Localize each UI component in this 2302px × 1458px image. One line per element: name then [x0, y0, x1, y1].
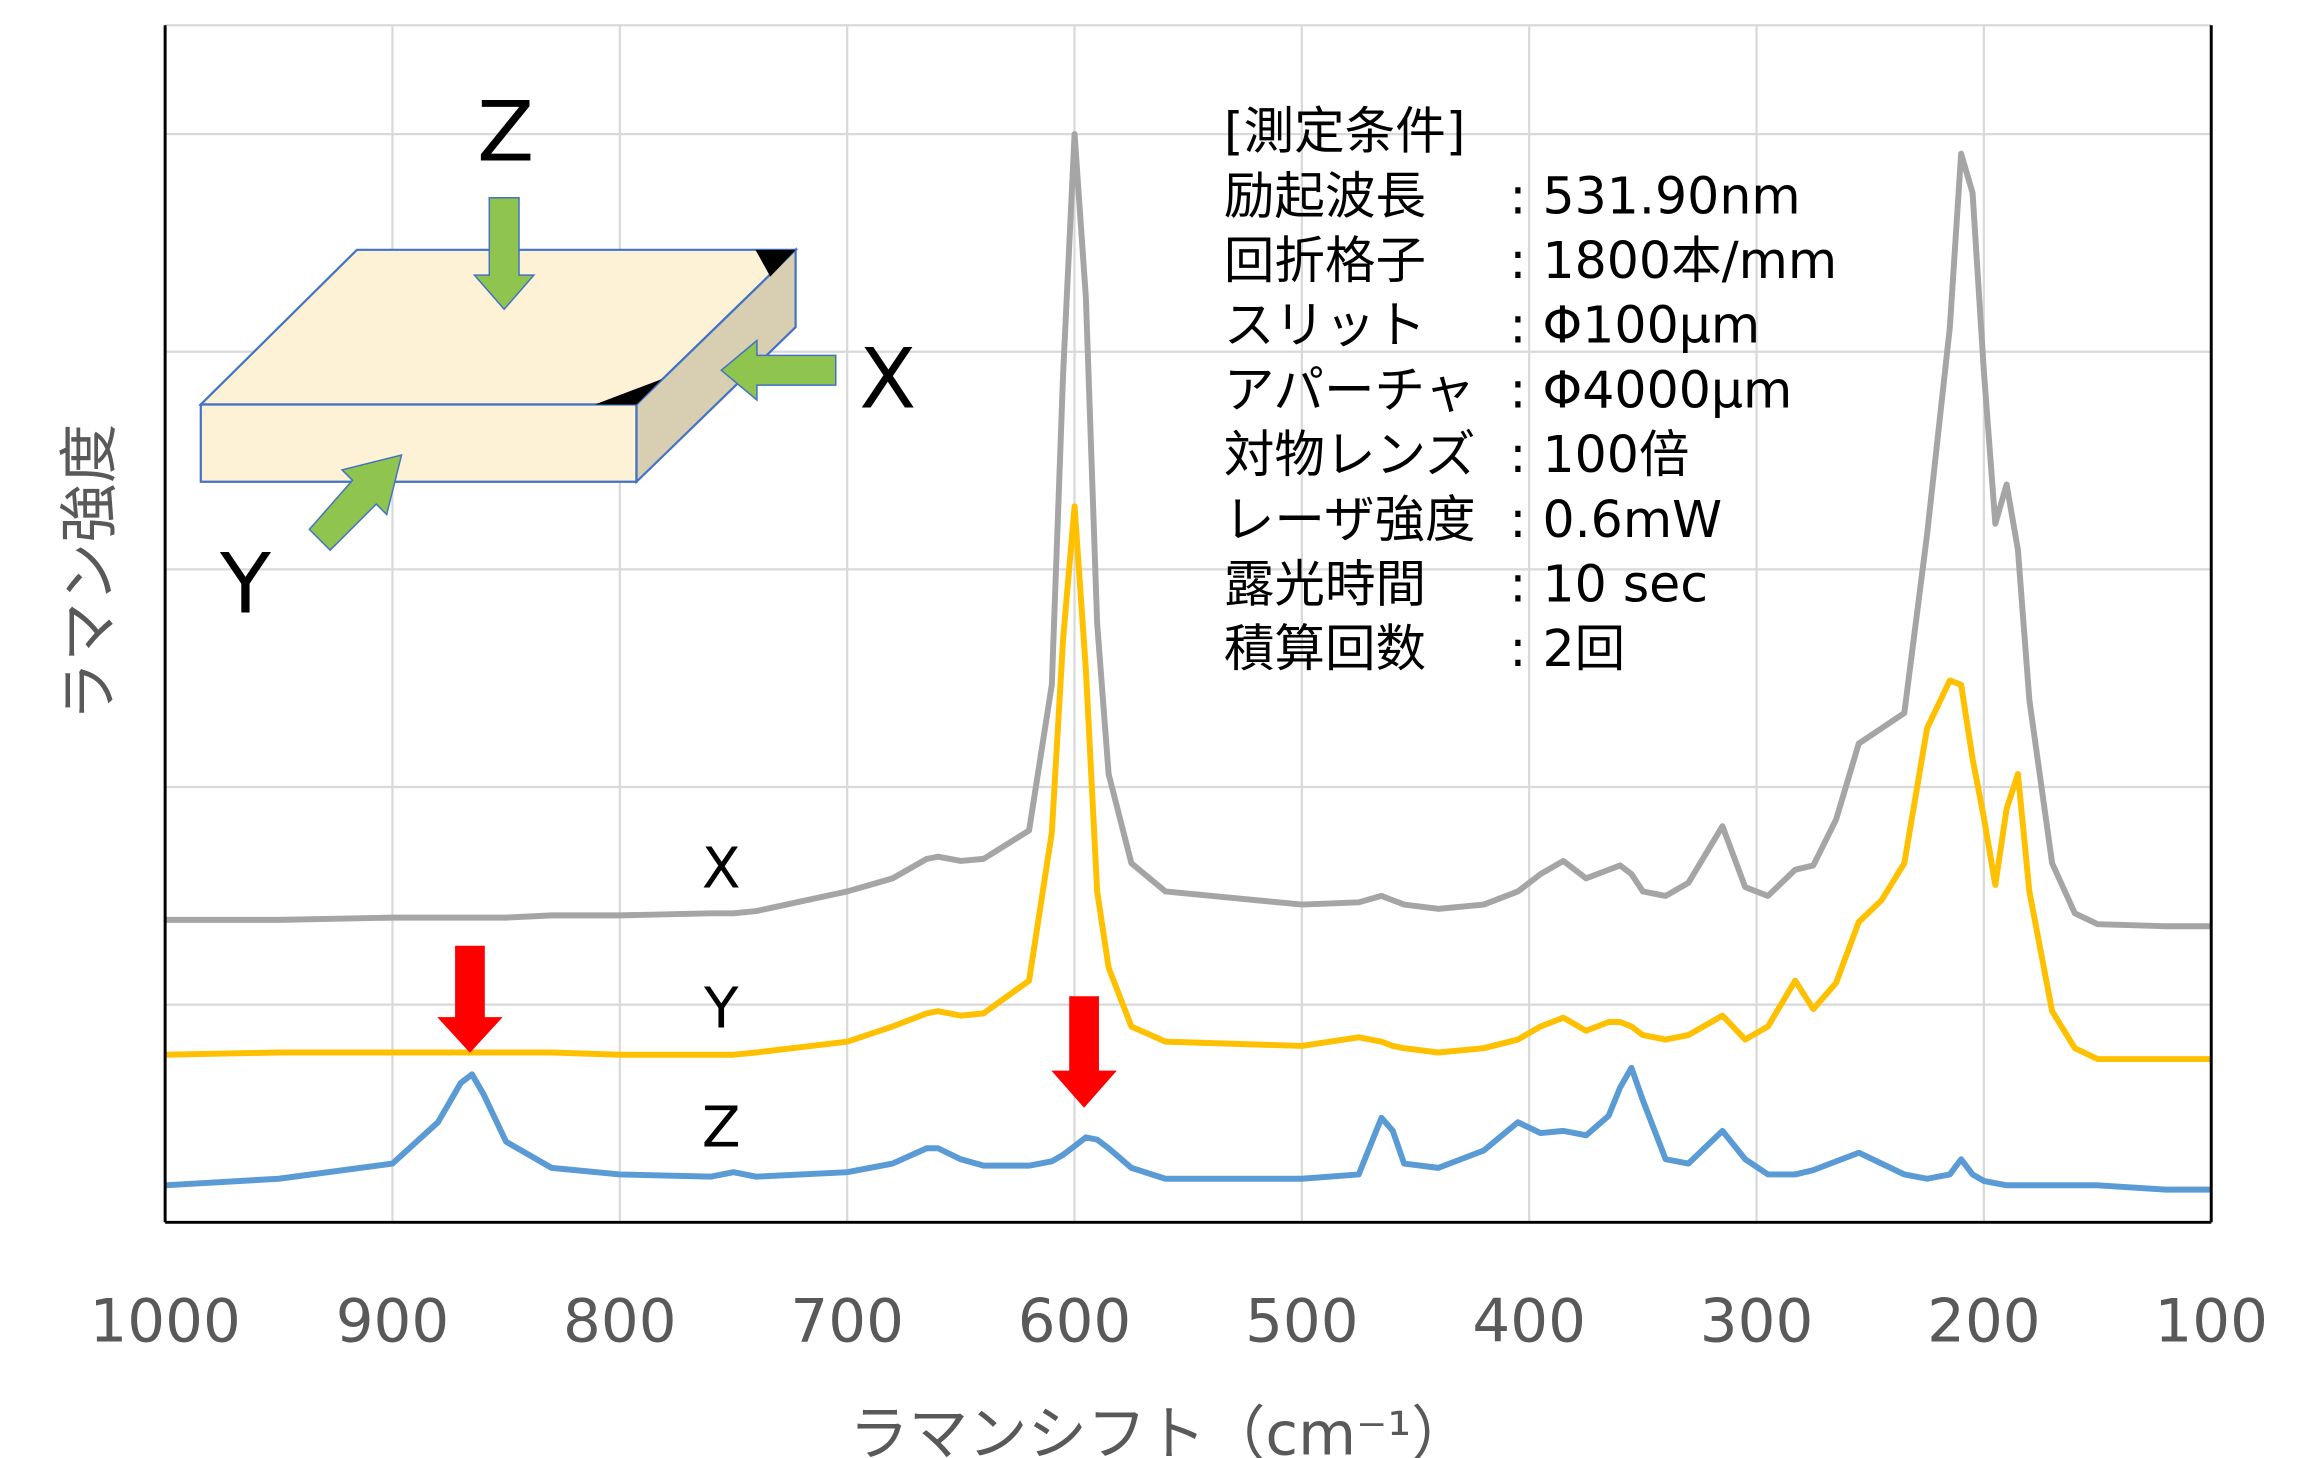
- condition-label: 励起波長: [1224, 166, 1426, 225]
- condition-label: 露光時間: [1224, 554, 1426, 613]
- condition-label: レーザ強度: [1224, 490, 1476, 549]
- condition-value: : 2回: [1509, 619, 1625, 678]
- diagram-label: Z: [477, 84, 534, 181]
- condition-label: アパーチャ: [1224, 360, 1475, 419]
- x-tick-label: 800: [563, 1287, 677, 1356]
- sample-front: [201, 404, 637, 481]
- chart: Z X Y X Y Z [測定条件] 励起波長 : 531.90nm 回折格子 : 1…: [0, 0, 2302, 1458]
- series-label: Z: [702, 1095, 741, 1160]
- condition-value: : 0.6mW: [1509, 490, 1722, 549]
- condition-value: : Φ4000μm: [1509, 360, 1792, 419]
- diagram-label: X: [859, 330, 916, 427]
- series-label: X: [702, 837, 741, 902]
- page: Z X Y X Y Z [測定条件] 励起波長 : 531.90nm 回折格子 : 1…: [0, 0, 2302, 1458]
- condition-label: 回折格子: [1224, 231, 1426, 290]
- condition-label: 積算回数: [1224, 619, 1426, 678]
- condition-label: 対物レンズ: [1224, 425, 1476, 484]
- diagram-label: Y: [219, 536, 272, 633]
- x-tick-label: 1000: [89, 1287, 240, 1356]
- condition-value: : 531.90nm: [1509, 166, 1800, 225]
- x-tick-label: 400: [1472, 1287, 1586, 1356]
- x-tick-label: 200: [1927, 1287, 2041, 1356]
- condition-label: スリット: [1224, 296, 1426, 355]
- x-tick-label: 100: [2154, 1287, 2268, 1356]
- x-tick-label: 500: [1245, 1287, 1359, 1356]
- x-tick-label: 700: [790, 1287, 904, 1356]
- x-tick-label: 300: [1700, 1287, 1814, 1356]
- condition-value: : 100倍: [1509, 425, 1689, 484]
- x-tick-label: 900: [336, 1287, 450, 1356]
- conditions-title: [測定条件]: [1224, 102, 1466, 161]
- x-axis-label: ラマンシフト（cm⁻¹）: [849, 1400, 1471, 1458]
- series-label: Y: [703, 977, 739, 1042]
- condition-value: : 10 sec: [1509, 554, 1708, 613]
- y-axis-label: ラマン強度: [56, 424, 125, 721]
- condition-value: : Φ100μm: [1509, 296, 1760, 355]
- condition-value: : 1800本/mm: [1509, 231, 1837, 290]
- x-tick-label: 600: [1018, 1287, 1132, 1356]
